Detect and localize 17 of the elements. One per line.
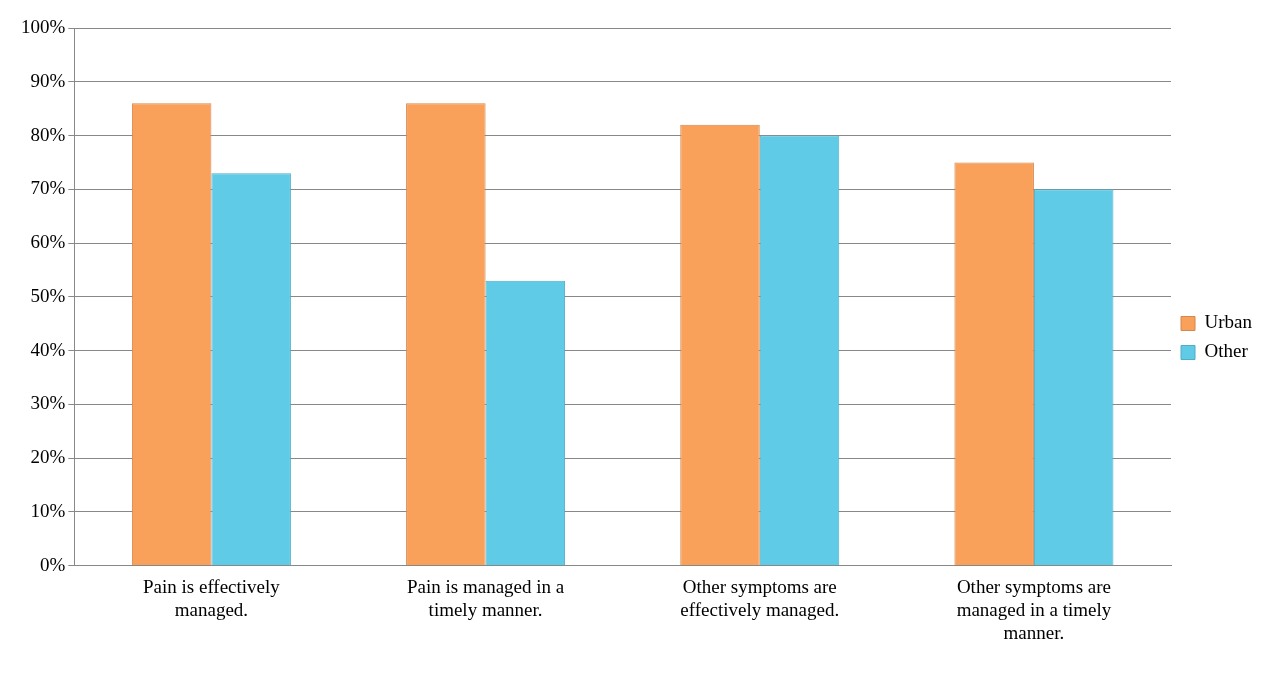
y-tick-label: 30%	[30, 392, 66, 414]
y-tick-label: 20%	[30, 446, 66, 468]
y-tick-label: 40%	[30, 338, 66, 360]
y-tick-label: 90%	[30, 69, 66, 91]
y-tick-label: 0%	[40, 553, 66, 575]
x-tick-label: Other symptoms are managed in a timely manner.	[956, 575, 1112, 643]
x-tick-label: Pain is managed in a timely manner.	[406, 575, 565, 620]
x-tick-label: Other symptoms are effectively managed.	[680, 575, 840, 620]
x-tick-label: Pain is effectively managed.	[142, 575, 281, 620]
y-tick-label: 70%	[30, 177, 66, 199]
y-tick-label: 80%	[30, 123, 66, 145]
legend-label: Other	[1204, 340, 1249, 362]
y-tick-label: 60%	[30, 231, 66, 253]
y-tick-label: 100%	[21, 15, 66, 37]
y-tick-label: 50%	[30, 284, 66, 306]
y-tick-label: 10%	[30, 499, 66, 521]
legend-label: Urban	[1204, 311, 1253, 333]
